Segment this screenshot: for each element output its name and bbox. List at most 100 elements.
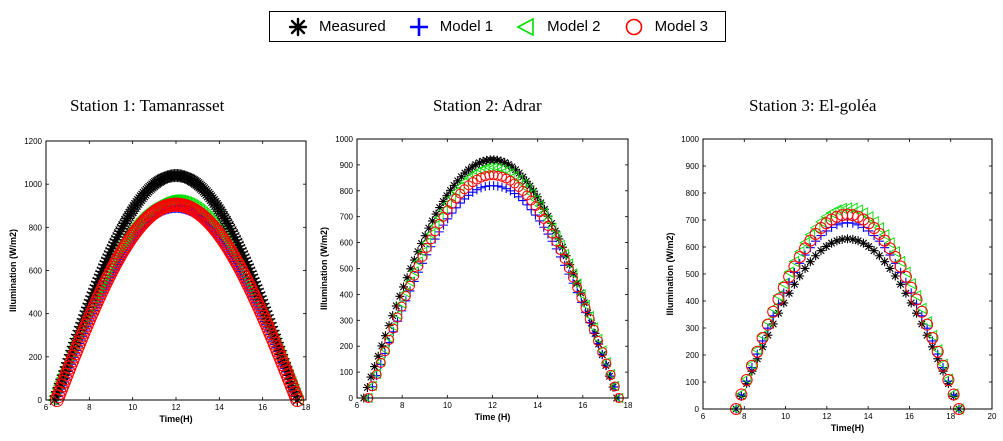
marker-asterisk xyxy=(222,219,236,233)
y-tick-label: 0 xyxy=(695,405,700,414)
marker-circle xyxy=(846,209,859,222)
chart-2: 6 8 10 12 14 16 18 0 100 200 300 400 500 600 700 800 900… xyxy=(319,135,633,422)
marker-circle xyxy=(576,292,587,303)
marker-triangle xyxy=(841,202,853,214)
asterisk-icon xyxy=(288,17,308,36)
marker-asterisk xyxy=(409,255,419,265)
marker-plus xyxy=(593,339,603,349)
chart-2-title: Station 2: Adrar xyxy=(433,96,542,115)
y-tick-label: 400 xyxy=(686,297,700,306)
marker-asterisk xyxy=(874,251,884,261)
x-tick-label: 14 xyxy=(533,401,542,410)
marker-asterisk xyxy=(223,222,237,236)
marker-asterisk xyxy=(558,242,568,252)
marker-asterisk xyxy=(406,264,416,274)
x-tick-label: 8 xyxy=(87,403,92,412)
marker-plus xyxy=(763,323,773,333)
x-tick-label: 12 xyxy=(488,401,497,410)
marker-asterisk xyxy=(62,352,76,366)
marker-circle xyxy=(380,346,391,357)
y-tick-label: 200 xyxy=(29,353,43,362)
marker-circle xyxy=(206,220,221,235)
marker-circle xyxy=(409,270,420,281)
marker-asterisk xyxy=(93,268,107,282)
marker-asterisk xyxy=(795,271,805,281)
marker-asterisk xyxy=(113,224,127,238)
marker-circle xyxy=(559,253,570,264)
marker-circle xyxy=(547,228,558,239)
y-tick-label: 800 xyxy=(29,223,43,232)
marker-asterisk xyxy=(370,362,380,372)
marker-circle xyxy=(413,261,424,272)
marker-asterisk xyxy=(460,168,470,178)
marker-triangle xyxy=(475,164,486,176)
x-tick-label: 12 xyxy=(172,403,181,412)
marker-asterisk xyxy=(243,264,257,278)
marker-asterisk xyxy=(420,231,430,241)
marker-asterisk xyxy=(467,162,477,172)
legend-label-model-1: Model 1 xyxy=(439,18,494,35)
y-tick-label: 600 xyxy=(686,243,700,252)
y-tick-label: 700 xyxy=(340,213,354,222)
y-tick-label: 200 xyxy=(340,342,354,351)
marker-triangle xyxy=(108,254,118,265)
circle-icon xyxy=(625,18,642,35)
y-tick-label: 100 xyxy=(686,378,700,387)
marker-asterisk xyxy=(525,181,535,191)
marker-asterisk xyxy=(827,238,837,248)
marker-asterisk xyxy=(507,162,517,172)
marker-circle xyxy=(905,281,918,294)
marker-asterisk xyxy=(255,293,269,307)
marker-asterisk xyxy=(880,257,890,267)
y-tick-label: 600 xyxy=(29,267,43,276)
marker-triangle xyxy=(575,288,586,300)
marker-triangle xyxy=(889,245,900,258)
marker-triangle xyxy=(857,207,869,219)
marker-asterisk xyxy=(362,382,372,392)
marker-asterisk xyxy=(125,204,139,218)
marker-asterisk xyxy=(832,236,842,246)
marker-asterisk xyxy=(216,209,230,223)
marker-circle xyxy=(253,303,268,318)
marker-circle xyxy=(937,359,950,372)
marker-circle xyxy=(421,242,432,253)
x-tick-label: 14 xyxy=(215,403,224,412)
marker-circle xyxy=(825,213,838,226)
y-tick-label: 300 xyxy=(686,324,700,333)
marker-asterisk xyxy=(373,351,383,361)
marker-circle xyxy=(484,170,495,181)
marker-circle xyxy=(126,227,141,242)
marker-circle xyxy=(605,369,616,380)
marker-asterisk xyxy=(229,233,243,247)
marker-triangle xyxy=(371,368,381,379)
marker-asterisk xyxy=(821,241,831,251)
marker-circle xyxy=(134,217,149,232)
x-tick-label: 16 xyxy=(258,403,267,412)
marker-asterisk xyxy=(514,168,524,178)
chart-1-title: Station 1: Tamanrasset xyxy=(70,96,225,115)
marker-plus xyxy=(493,181,503,191)
marker-circle xyxy=(745,359,758,372)
marker-circle xyxy=(593,335,604,346)
marker-asterisk xyxy=(453,176,463,186)
series-model-1 xyxy=(731,218,964,414)
marker-plus xyxy=(922,323,932,333)
marker-asterisk xyxy=(122,209,136,223)
marker-asterisk xyxy=(449,180,459,190)
y-tick-label: 700 xyxy=(686,216,700,225)
marker-triangle xyxy=(106,256,117,268)
marker-asterisk xyxy=(228,230,242,244)
marker-circle xyxy=(243,282,258,297)
marker-circle xyxy=(555,245,566,256)
marker-triangle xyxy=(605,368,615,380)
marker-plus xyxy=(501,184,511,194)
marker-circle xyxy=(425,234,436,245)
marker-circle xyxy=(205,219,220,234)
chart-3: 6 8 10 12 14 16 18 2001002003004005006007008009… xyxy=(665,135,997,433)
marker-asterisk xyxy=(789,279,799,289)
marker-circle xyxy=(88,298,103,313)
marker-circle xyxy=(405,280,416,291)
marker-asterisk xyxy=(68,336,82,350)
marker-circle xyxy=(926,331,939,344)
marker-circle xyxy=(751,345,764,358)
